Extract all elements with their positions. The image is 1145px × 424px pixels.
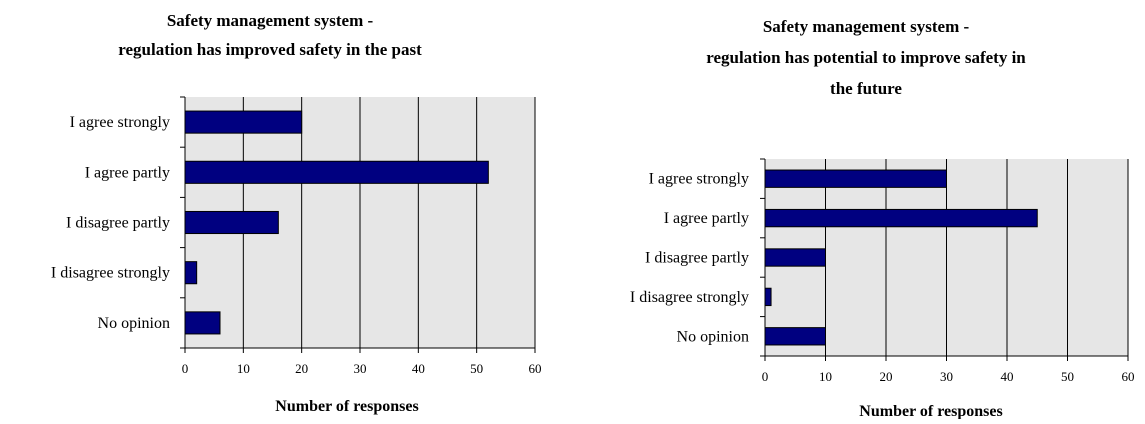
x-tick-label: 50 — [1061, 369, 1074, 384]
x-tick-label: 50 — [470, 361, 483, 376]
x-tick-label: 20 — [880, 369, 893, 384]
chart-title-line: the future — [830, 79, 902, 98]
x-tick-label: 60 — [1122, 369, 1135, 384]
x-tick-label: 40 — [1001, 369, 1014, 384]
x-tick-label: 60 — [529, 361, 542, 376]
chart-past: Safety management system - regulation has… — [0, 0, 560, 419]
category-label: I disagree strongly — [51, 265, 170, 282]
category-label: I agree strongly — [649, 171, 749, 188]
x-tick-label: 0 — [762, 369, 769, 384]
bar — [185, 111, 302, 133]
bar — [765, 288, 771, 305]
bar — [185, 312, 220, 334]
category-label: I disagree partly — [66, 215, 170, 232]
chart-title-line: regulation has potential to improve safe… — [706, 48, 1026, 67]
chart-future: Safety management system - regulation has… — [575, 0, 1145, 419]
x-axis-label: Number of responses — [859, 403, 1002, 419]
category-label: I agree strongly — [70, 114, 170, 131]
bar — [765, 249, 826, 266]
bar — [185, 262, 197, 284]
x-tick-label: 30 — [940, 369, 953, 384]
x-axis-label: Number of responses — [275, 398, 418, 415]
x-tick-label: 30 — [354, 361, 367, 376]
category-label: I disagree strongly — [630, 289, 749, 306]
chart-title-line: Safety management system - — [763, 17, 970, 36]
chart-future-panel: Safety management system - regulation has… — [575, 0, 1145, 419]
bar — [765, 170, 947, 187]
chart-title-line: Safety management system - — [167, 11, 374, 30]
x-tick-label: 40 — [412, 361, 425, 376]
category-label: No opinion — [677, 328, 749, 345]
x-tick-label: 10 — [237, 361, 250, 376]
bar — [185, 161, 488, 183]
category-label: No opinion — [98, 315, 170, 332]
bar — [765, 328, 826, 345]
bar — [765, 209, 1037, 226]
chart-title-line: regulation has improved safety in the pa… — [118, 40, 422, 59]
category-label: I agree partly — [664, 210, 749, 227]
bar — [185, 211, 278, 233]
x-tick-label: 0 — [182, 361, 189, 376]
x-tick-label: 20 — [295, 361, 308, 376]
category-label: I agree partly — [85, 164, 170, 181]
chart-past-panel: Safety management system - regulation has… — [0, 0, 560, 419]
x-tick-label: 10 — [819, 369, 832, 384]
category-label: I disagree partly — [645, 250, 749, 267]
